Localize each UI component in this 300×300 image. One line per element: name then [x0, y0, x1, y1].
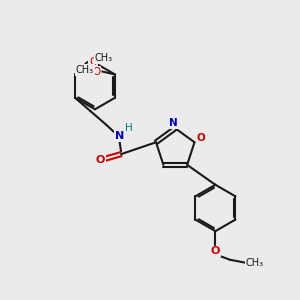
- Text: O: O: [92, 67, 100, 76]
- Text: N: N: [115, 131, 124, 141]
- Text: CH₃: CH₃: [76, 65, 94, 75]
- Text: O: O: [96, 155, 105, 165]
- Text: CH₃: CH₃: [246, 258, 264, 268]
- Text: H: H: [125, 123, 133, 133]
- Text: O: O: [211, 246, 220, 256]
- Text: N: N: [169, 118, 178, 128]
- Text: O: O: [89, 57, 97, 67]
- Text: O: O: [196, 133, 206, 143]
- Text: CH₃: CH₃: [95, 53, 113, 64]
